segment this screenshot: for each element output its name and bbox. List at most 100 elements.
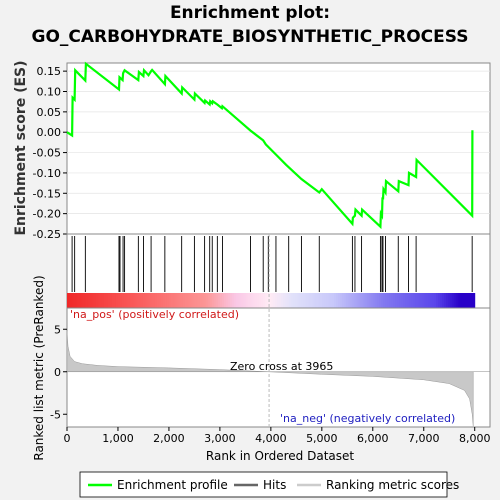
x-tick-label: 3,000 bbox=[204, 432, 236, 445]
color-bar-segment bbox=[152, 293, 156, 308]
color-bar-segment bbox=[452, 293, 455, 308]
color-bar-segment bbox=[329, 293, 333, 308]
color-bar-segment bbox=[462, 293, 466, 308]
color-bar-segment bbox=[323, 293, 327, 308]
color-bar-segment bbox=[342, 293, 345, 308]
color-bar-segment bbox=[380, 293, 384, 308]
color-bar-segment bbox=[223, 293, 227, 308]
color-bar-segment bbox=[226, 293, 229, 308]
color-bar-segment bbox=[203, 293, 207, 308]
color-bar-segment bbox=[103, 293, 107, 308]
color-bar-segment bbox=[417, 293, 421, 308]
color-bar-segment bbox=[158, 293, 162, 308]
color-bar-segment bbox=[120, 293, 123, 308]
x-tick-label: 4,000 bbox=[255, 432, 287, 445]
color-bar-segment bbox=[291, 293, 294, 308]
color-bar-segment bbox=[105, 293, 109, 308]
color-bar-segment bbox=[407, 293, 410, 308]
color-bar-segment bbox=[205, 293, 209, 308]
color-bar-segment bbox=[195, 293, 198, 308]
color-bar-segment bbox=[433, 293, 437, 308]
color-bar-segment bbox=[299, 293, 302, 308]
color-bar-segment bbox=[173, 293, 176, 308]
x-tick-label: 7,000 bbox=[408, 432, 440, 445]
color-bar-segment bbox=[472, 293, 476, 308]
color-bar-segment bbox=[458, 293, 461, 308]
es-y-ticks: 0.15 0.10 0.05 0.00 -0.05 -0.10 -0.15 -0.20 -0.2… bbox=[33, 65, 67, 241]
color-bar-segment bbox=[217, 293, 221, 308]
color-bar-segment bbox=[409, 293, 413, 308]
color-bar-segment bbox=[140, 293, 143, 308]
na-pos-annotation: 'na_pos' (positively correlated) bbox=[70, 308, 239, 321]
na-neg-annotation: 'na_neg' (negatively correlated) bbox=[280, 412, 455, 425]
color-bar-segment bbox=[401, 293, 404, 308]
color-bar-segment bbox=[456, 293, 459, 308]
color-bar-segment bbox=[411, 293, 415, 308]
color-bar-segment bbox=[348, 293, 351, 308]
color-bar-segment bbox=[427, 293, 431, 308]
color-bar-segment bbox=[111, 293, 115, 308]
color-bar-segment bbox=[244, 293, 247, 308]
color-bar-segment bbox=[215, 293, 219, 308]
color-bar-segment bbox=[413, 293, 417, 308]
color-bar-segment bbox=[175, 293, 178, 308]
color-bar-segment bbox=[364, 293, 368, 308]
color-bar-segment bbox=[232, 293, 235, 308]
color-bar-segment bbox=[301, 293, 304, 308]
es-tick-label: 0.05 bbox=[37, 106, 62, 119]
color-bar-segment bbox=[126, 293, 129, 308]
color-bar-segment bbox=[246, 293, 249, 308]
color-bar-segment bbox=[448, 293, 451, 308]
color-bar-segment bbox=[69, 293, 72, 308]
legend-item-hits: Hits bbox=[263, 478, 286, 492]
color-bar-segment bbox=[460, 293, 463, 308]
color-bar-segment bbox=[254, 293, 258, 308]
color-bar-segment bbox=[240, 293, 243, 308]
color-bar-segment bbox=[134, 293, 137, 308]
color-bar-segment bbox=[307, 293, 311, 308]
color-bar-segment bbox=[346, 293, 349, 308]
color-bar-segment bbox=[142, 293, 145, 308]
color-bar-segment bbox=[185, 293, 188, 308]
color-bar-segment bbox=[162, 293, 166, 308]
color-bar-segment bbox=[470, 293, 474, 308]
color-bar-segment bbox=[260, 293, 264, 308]
color-bar-segment bbox=[276, 293, 280, 308]
color-bar-segment bbox=[234, 293, 237, 308]
color-bar-segment bbox=[287, 293, 290, 308]
color-bar-segment bbox=[403, 293, 406, 308]
es-tick-label: -0.15 bbox=[33, 187, 61, 200]
color-bar-segment bbox=[122, 293, 125, 308]
es-tick-label: -0.25 bbox=[33, 228, 61, 241]
color-bar-segment bbox=[376, 293, 380, 308]
color-bar-segment bbox=[146, 293, 150, 308]
color-bar-segment bbox=[281, 293, 284, 308]
color-bar-segment bbox=[372, 293, 376, 308]
color-bar-segment bbox=[274, 293, 278, 308]
color-bar-segment bbox=[370, 293, 374, 308]
color-bar-segment bbox=[144, 293, 148, 308]
color-bar-segment bbox=[334, 293, 337, 308]
metric-y-axis-label: Ranked list metric (PreRanked) bbox=[32, 275, 46, 460]
color-bar-segment bbox=[344, 293, 347, 308]
color-bar-segment bbox=[93, 293, 97, 308]
rank-color-bar bbox=[67, 293, 476, 308]
color-bar-segment bbox=[440, 293, 443, 308]
legend-item-profile: Enrichment profile bbox=[117, 478, 228, 492]
metric-x-ticks: 0 1,000 2,000 3,000 4,000 5,000 6,000 7,000 8,00… bbox=[64, 427, 490, 445]
color-bar-segment bbox=[464, 293, 468, 308]
color-bar-segment bbox=[258, 293, 262, 308]
color-bar-segment bbox=[374, 293, 378, 308]
color-bar-segment bbox=[156, 293, 160, 308]
color-bar-segment bbox=[166, 293, 170, 308]
color-bar-segment bbox=[350, 293, 353, 308]
color-bar-segment bbox=[366, 293, 370, 308]
color-bar-segment bbox=[262, 293, 266, 308]
color-bar-segment bbox=[309, 293, 313, 308]
color-bar-segment bbox=[219, 293, 223, 308]
color-bar-segment bbox=[189, 293, 192, 308]
color-bar-segment bbox=[101, 293, 105, 308]
color-bar-segment bbox=[387, 293, 390, 308]
color-bar-segment bbox=[81, 293, 84, 308]
